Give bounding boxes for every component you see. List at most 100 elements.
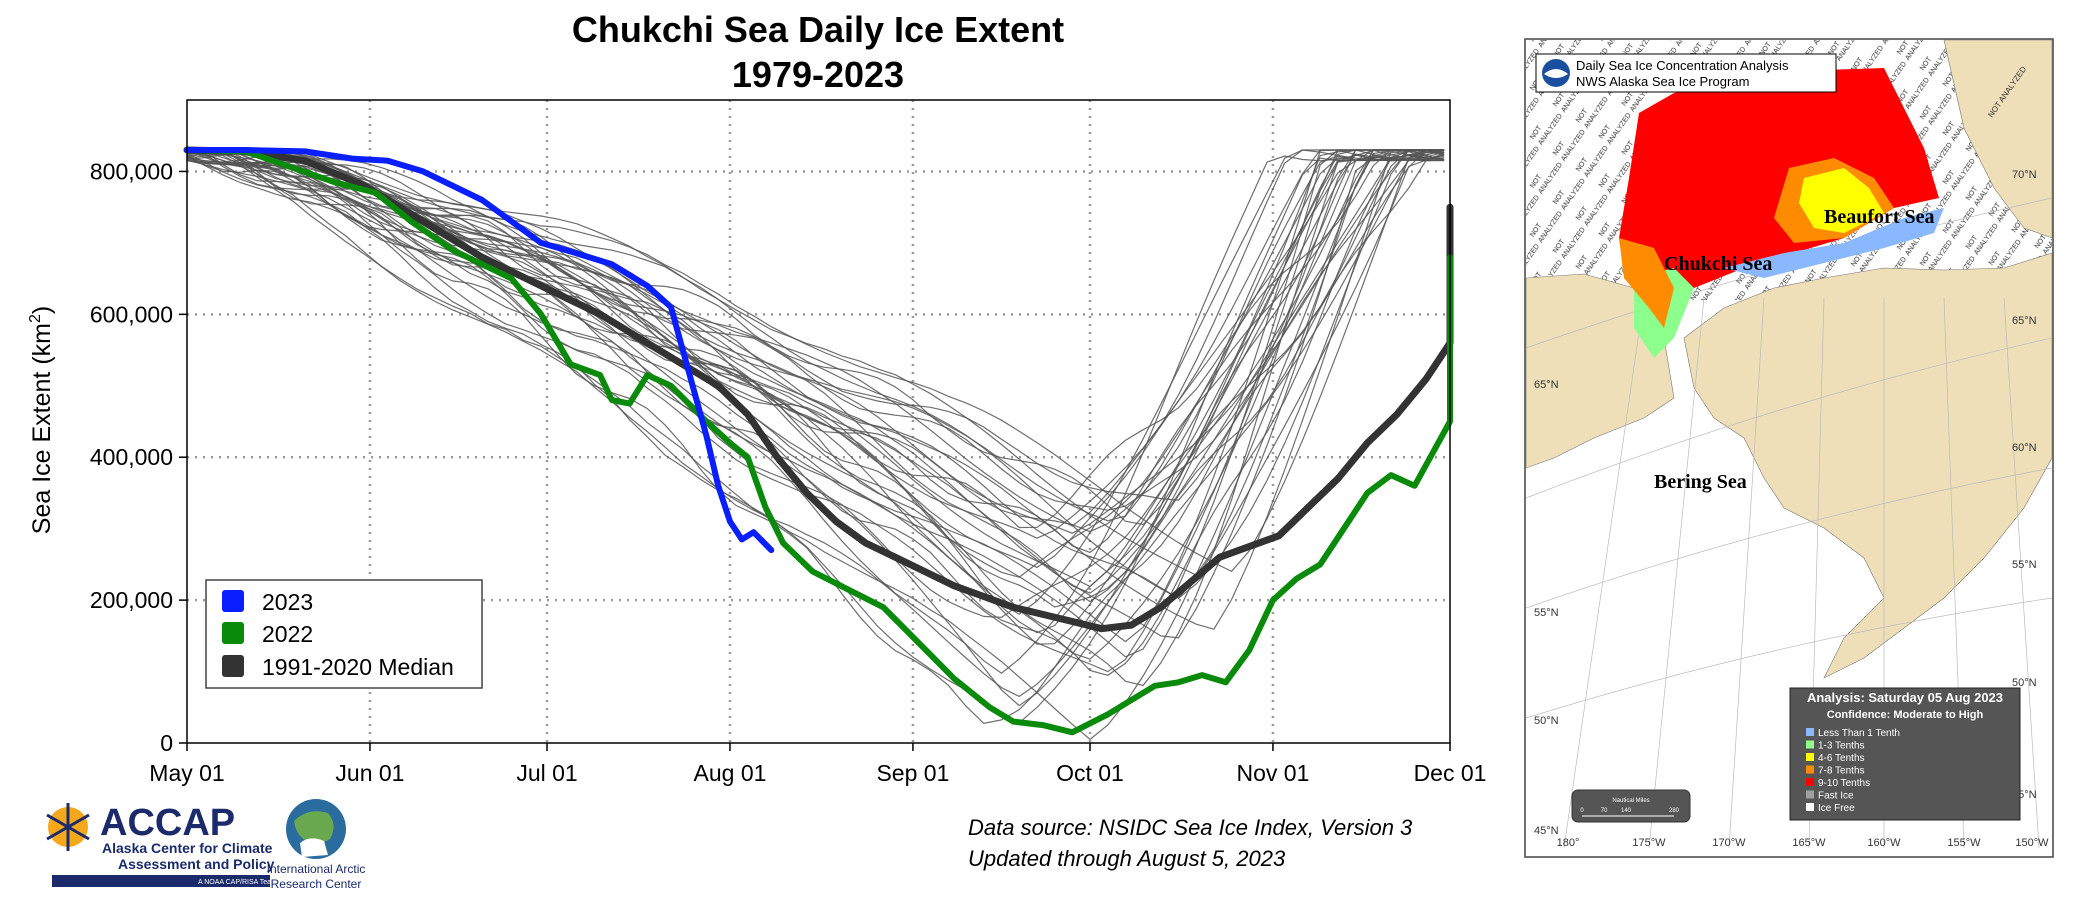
y-tick-label: 600,000 (90, 301, 173, 327)
historical-year-line (186, 149, 1445, 539)
lat-label: 65°N (1534, 379, 1559, 391)
legend-frame (205, 579, 483, 689)
y-axis: 0 200,000 400,000 600,000 800,000 (90, 158, 187, 756)
x-tick-label: Sep 01 (876, 760, 949, 786)
lat-label: 45°N (1534, 825, 1559, 837)
map-legend-swatch (1806, 728, 1814, 736)
x-tick-label: Jun 01 (335, 760, 404, 786)
scale-tick: 140 (1621, 808, 1632, 814)
historical-year-line (186, 149, 1445, 674)
map-legend-label: 7-8 Tenths (1818, 766, 1865, 777)
accap-line2: Assessment and Policy (118, 856, 275, 872)
ice-4-6-tenths (1799, 168, 1884, 233)
historical-year-line (186, 149, 1445, 643)
historical-year-line (186, 149, 1445, 724)
alaska-land (1683, 252, 2053, 679)
sea-ice-map: NOT ANALYZED Daily Sea Ice Concentration… (1524, 38, 2054, 858)
y-axis-label-sup: 2 (27, 314, 44, 323)
y-tick-label: 800,000 (90, 158, 173, 184)
lon-label: 155°W (1947, 837, 1981, 849)
x-tick-label: Oct 01 (1056, 760, 1124, 786)
historical-year-line (186, 149, 1445, 698)
ice-extent-chart: Chukchi Sea Daily Ice Extent 1979-2023 0… (27, 9, 1486, 871)
lat-label: 60°N (2012, 442, 2037, 454)
map-header-frame (1535, 53, 1837, 93)
legend-label-2023: 2023 (262, 589, 313, 615)
ice-less-than-1-tenth (1724, 208, 1944, 278)
analysis-confidence: Confidence: Moderate to High (1827, 709, 1984, 721)
historical-year-line (186, 149, 1445, 501)
scale-bar: Nautical Miles 0 70 140 280 (1571, 789, 1691, 823)
map-legend-swatch (1806, 740, 1814, 749)
y-axis-label-close: ) (28, 306, 56, 314)
lat-labels: 70°N 65°N 65°N 60°N 55°N 55°N 50°N 50°N … (1534, 169, 2037, 837)
historical-year-line (187, 149, 1445, 741)
x-tick-label: May 01 (149, 760, 224, 786)
lat-label: 50°N (2012, 677, 2037, 689)
historical-year-line (187, 149, 1445, 569)
lon-label: 170°W (1712, 837, 1746, 849)
map-legend-label: 9-10 Tenths (1818, 778, 1870, 789)
snowflake-icon (46, 803, 90, 851)
map-legend-swatch (1806, 765, 1814, 774)
series-lines (183, 146, 1454, 736)
lon-label: 175°W (1632, 837, 1666, 849)
accap-name: ACCAP (100, 802, 235, 844)
lon-label: 160°W (1867, 837, 1901, 849)
legend-swatch-2023 (222, 590, 244, 612)
series-line-2022 (184, 147, 1453, 736)
lat-label: 65°N (2012, 315, 2037, 327)
map-legend-label: Ice Free (1818, 803, 1855, 814)
accap-bar (52, 875, 270, 887)
map-header: Daily Sea Ice Concentration Analysis NWS… (1535, 53, 1837, 93)
scale-tick: 280 (1669, 808, 1680, 814)
legend-label-median: 1991-2020 Median (262, 654, 454, 680)
analysis-legend: Analysis: Saturday 05 Aug 2023 Confidenc… (1789, 687, 2021, 821)
ice-9-10-tenths (1619, 68, 1939, 328)
series-line-median (183, 146, 1454, 633)
x-axis: May 01 Jun 01 Jul 01 Aug 01 Sep 01 Oct 01 Nov … (149, 743, 1486, 786)
globe-land-icon (294, 811, 334, 844)
map-legend-label: 1-3 Tenths (1818, 741, 1865, 752)
accap-line3: A NOAA CAP/RISA Team (198, 879, 277, 886)
historical-year-line (187, 149, 1445, 615)
map-legend-swatch (1806, 790, 1814, 799)
scale-bar-title: Nautical Miles (1612, 798, 1649, 804)
y-tick-label: 0 (160, 730, 173, 756)
map-legend-swatch (1806, 803, 1814, 811)
x-tick-label: Dec 01 (1414, 760, 1487, 786)
historical-year-line (186, 149, 1445, 619)
legend: 2023 2022 1991-2020 Median (205, 579, 483, 689)
map-title-line1: Daily Sea Ice Concentration Analysis (1576, 58, 1789, 73)
graticule (1525, 197, 2053, 849)
iarc-line1: International Arctic (267, 862, 366, 876)
historical-year-line (187, 149, 1445, 573)
scale-tick: 0 (1580, 808, 1584, 814)
series-line-2023 (184, 147, 775, 554)
data-source-line1: Data source: NSIDC Sea Ice Index, Versio… (968, 815, 1413, 840)
historical-year-line (186, 149, 1445, 578)
historical-year-line (186, 149, 1445, 639)
analysis-title: Analysis: Saturday 05 Aug 2023 (1807, 690, 2003, 705)
map-title-line2: NWS Alaska Sea Ice Program (1576, 74, 1749, 89)
polar-bear-icon (300, 838, 328, 857)
historical-year-line (187, 149, 1445, 594)
label-chukchi-sea: Chukchi Sea (1664, 253, 1772, 275)
y-axis-label-text: Sea Ice Extent (km (28, 323, 56, 534)
scale-tick: 70 (1601, 808, 1608, 814)
lat-label: 55°N (2012, 559, 2037, 571)
historical-year-line (187, 149, 1445, 527)
historical-year-line (187, 149, 1445, 634)
plot-frame (186, 99, 1451, 744)
historical-year-line (187, 149, 1445, 529)
lon-label: 165°W (1792, 837, 1826, 849)
logos: ACCAP Alaska Center for Climate Assessme… (46, 799, 366, 891)
scale-bar-frame (1571, 789, 1691, 823)
historical-year-line (186, 149, 1445, 645)
data-source-line2: Updated through August 5, 2023 (968, 846, 1286, 871)
lon-label: 150°W (2015, 837, 2049, 849)
y-tick-label: 400,000 (90, 444, 173, 470)
x-tick-label: Jul 01 (516, 760, 577, 786)
map-legend-label: 4-6 Tenths (1818, 753, 1865, 764)
label-beaufort-sea: Beaufort Sea (1824, 206, 1935, 228)
